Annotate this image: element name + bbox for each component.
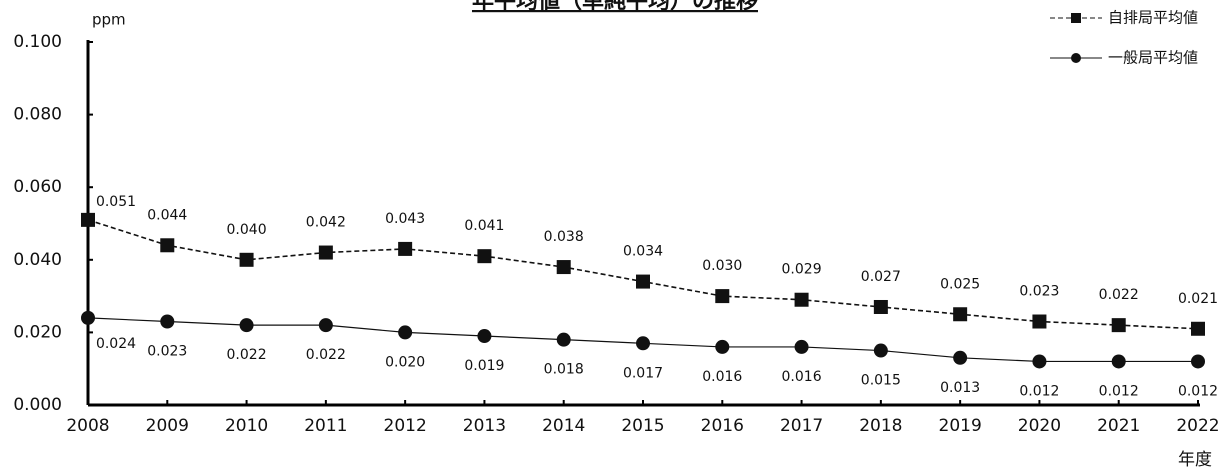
- y-tick-label: 0.020: [13, 322, 62, 342]
- value-label: 0.030: [702, 258, 742, 274]
- x-tick-label: 2020: [1018, 416, 1061, 436]
- value-label: 0.018: [544, 362, 584, 378]
- value-label: 0.024: [96, 336, 136, 352]
- value-label: 0.029: [782, 262, 822, 278]
- x-tick-label: 2010: [225, 416, 268, 436]
- point: [715, 289, 730, 304]
- point: [794, 339, 809, 354]
- value-label: 0.017: [623, 365, 663, 381]
- value-label: 0.040: [227, 222, 267, 238]
- legend-label: 一般局平均値: [1108, 49, 1198, 67]
- value-label: 0.042: [306, 215, 346, 231]
- legend-marker: [1071, 13, 1081, 23]
- value-label: 0.016: [782, 369, 822, 385]
- point: [477, 249, 492, 264]
- value-label: 0.034: [623, 244, 663, 260]
- x-tick-label: 2017: [780, 416, 823, 436]
- value-label: 0.043: [385, 211, 425, 227]
- legend-marker: [1071, 53, 1081, 63]
- x-tick-label: 2018: [859, 416, 902, 436]
- point: [873, 299, 888, 314]
- point: [239, 318, 254, 333]
- x-tick-label: 2011: [304, 416, 347, 436]
- point: [636, 336, 650, 351]
- value-label: 0.044: [147, 207, 187, 223]
- value-label: 0.027: [861, 269, 901, 285]
- point: [81, 310, 95, 325]
- chart-title: 年平均値（単純平均）の推移: [472, 0, 758, 14]
- x-tick-label: 2022: [1176, 416, 1219, 436]
- point: [318, 245, 333, 260]
- point: [398, 325, 413, 340]
- y-tick-label: 0.100: [13, 32, 62, 52]
- point: [794, 292, 809, 307]
- point: [1032, 354, 1047, 369]
- point: [556, 260, 571, 275]
- point: [477, 329, 492, 344]
- value-label: 0.022: [306, 347, 346, 363]
- value-label: 0.051: [96, 194, 136, 210]
- value-label: 0.038: [544, 229, 584, 245]
- x-tick-label: 2008: [66, 416, 109, 436]
- point: [1191, 321, 1205, 336]
- x-tick-label: 2019: [939, 416, 982, 436]
- point: [953, 307, 968, 322]
- x-tick-label: 2014: [542, 416, 585, 436]
- value-label: 0.023: [147, 344, 187, 360]
- point: [160, 238, 175, 253]
- point: [636, 274, 650, 289]
- point: [1032, 314, 1047, 329]
- point: [873, 343, 888, 358]
- x-tick-label: 2015: [621, 416, 664, 436]
- x-tick-label: 2016: [701, 416, 744, 436]
- x-axis-label: 年度: [1178, 450, 1212, 470]
- y-tick-label: 0.060: [13, 177, 62, 197]
- value-label: 0.013: [940, 380, 980, 396]
- value-label: 0.020: [385, 354, 425, 370]
- value-label: 0.023: [1019, 284, 1059, 300]
- y-axis-label: ppm: [92, 11, 126, 29]
- y-tick-label: 0.040: [13, 250, 62, 270]
- value-label: 0.025: [940, 276, 980, 292]
- y-tick-label: 0.000: [13, 395, 62, 415]
- point: [1111, 318, 1126, 333]
- point: [1111, 354, 1126, 369]
- value-label: 0.012: [1099, 383, 1139, 399]
- value-label: 0.041: [464, 218, 504, 234]
- point: [160, 314, 175, 329]
- point: [556, 332, 571, 347]
- point: [715, 339, 730, 354]
- y-tick-label: 0.080: [13, 105, 62, 125]
- point: [239, 252, 254, 267]
- value-label: 0.021: [1178, 291, 1218, 307]
- point: [81, 212, 95, 227]
- legend-label: 自排局平均値: [1108, 9, 1198, 27]
- point: [318, 318, 333, 333]
- x-tick-label: 2013: [463, 416, 506, 436]
- point: [398, 241, 413, 256]
- value-label: 0.016: [702, 369, 742, 385]
- point: [1191, 354, 1205, 369]
- value-label: 0.012: [1019, 383, 1059, 399]
- value-label: 0.019: [464, 358, 504, 374]
- value-label: 0.015: [861, 373, 901, 389]
- value-label: 0.012: [1178, 383, 1218, 399]
- point: [953, 350, 968, 365]
- x-tick-label: 2012: [384, 416, 427, 436]
- x-tick-label: 2021: [1097, 416, 1140, 436]
- value-label: 0.022: [1099, 287, 1139, 303]
- value-label: 0.022: [227, 347, 267, 363]
- x-tick-label: 2009: [146, 416, 189, 436]
